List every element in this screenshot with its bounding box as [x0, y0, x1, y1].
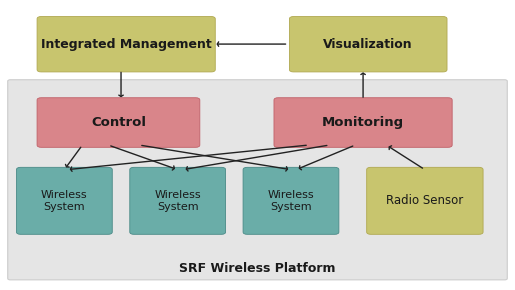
FancyBboxPatch shape: [37, 98, 200, 147]
Text: Visualization: Visualization: [323, 38, 413, 51]
FancyBboxPatch shape: [37, 17, 215, 72]
FancyBboxPatch shape: [274, 98, 452, 147]
Text: Integrated Management: Integrated Management: [41, 38, 212, 51]
FancyBboxPatch shape: [243, 167, 339, 234]
Text: Wireless
System: Wireless System: [154, 190, 201, 212]
Text: Wireless
System: Wireless System: [268, 190, 314, 212]
FancyBboxPatch shape: [289, 17, 447, 72]
Text: Radio Sensor: Radio Sensor: [386, 194, 464, 207]
FancyBboxPatch shape: [130, 167, 226, 234]
Text: Monitoring: Monitoring: [322, 116, 404, 129]
Text: Control: Control: [91, 116, 146, 129]
FancyBboxPatch shape: [16, 167, 112, 234]
FancyBboxPatch shape: [8, 80, 507, 280]
FancyBboxPatch shape: [367, 167, 483, 234]
Text: SRF Wireless Platform: SRF Wireless Platform: [179, 262, 336, 275]
Text: Wireless
System: Wireless System: [41, 190, 88, 212]
